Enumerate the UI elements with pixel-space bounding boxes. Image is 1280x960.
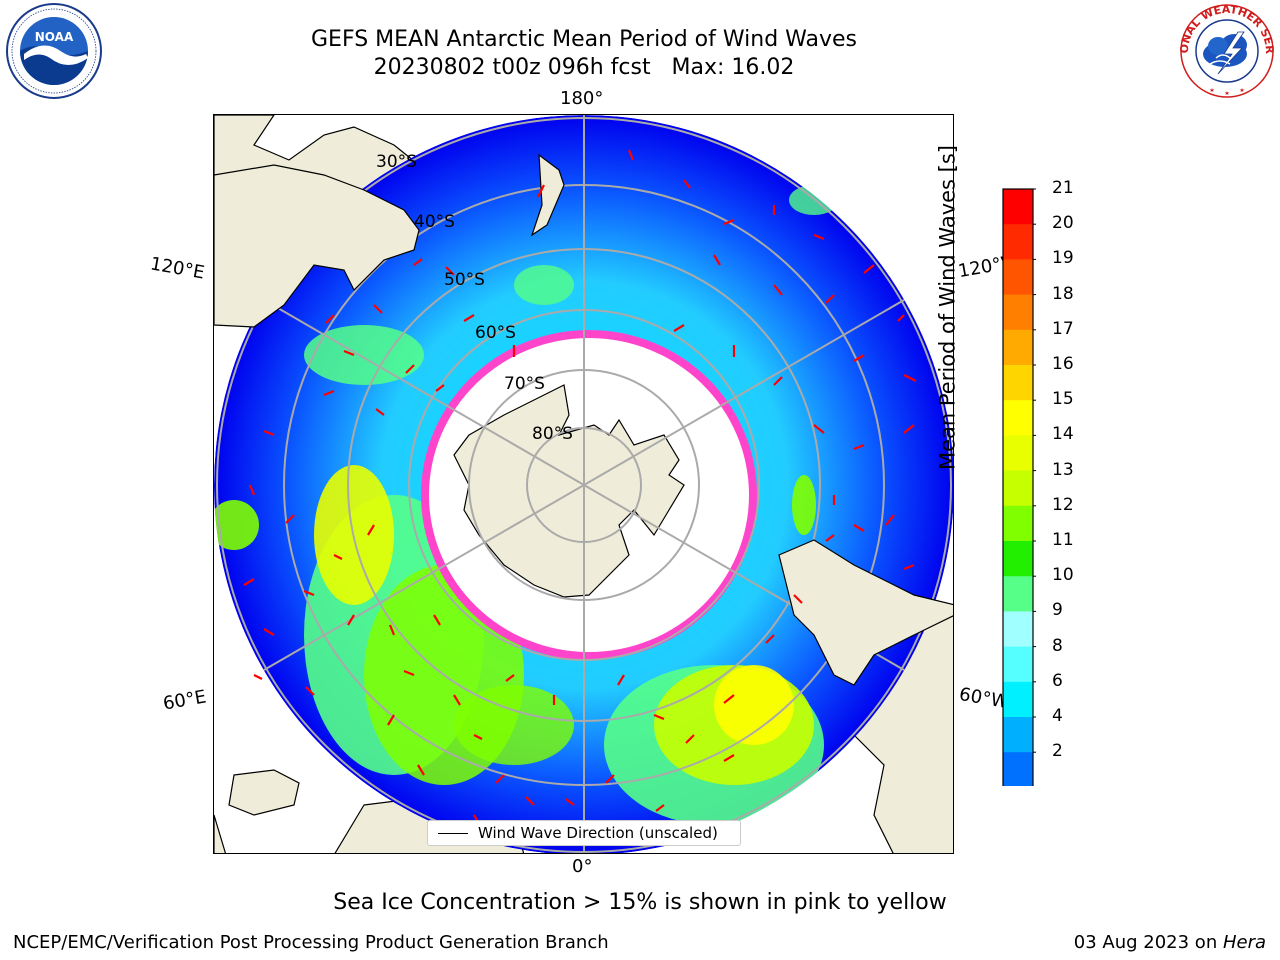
antarctica [453, 384, 685, 598]
colorbar-label: Mean Period of Wind Waves [s] [935, 145, 960, 470]
lat-label-60s: 60°S [475, 323, 516, 343]
nws-logo: NATIONAL WEATHER SERVICE [1176, 2, 1276, 98]
legend-line-swatch [438, 833, 468, 834]
credit-left: NCEP/EMC/Verification Post Processing Pr… [13, 932, 609, 953]
colorbar-segment [1003, 752, 1033, 786]
polar-map [214, 115, 953, 853]
noaa-logo-text: NOAA [35, 30, 74, 44]
noaa-logo: NOAA [6, 3, 102, 99]
wind-wave-arrows [243, 149, 917, 826]
colorbar-tick-label: 8 [1052, 635, 1063, 656]
credit-date: 03 Aug 2023 on [1073, 932, 1223, 953]
colorbar-segment [1003, 470, 1033, 507]
colorbar-tick-label: 18 [1052, 283, 1074, 304]
chart-subtitle: 20230802 t00z 096h fcst Max: 16.02 [373, 55, 795, 80]
colorbar-segment [1003, 189, 1033, 225]
colorbar-segment [1003, 224, 1033, 260]
colorbar-tick-label: 11 [1052, 530, 1074, 550]
colorbar-segment [1003, 294, 1033, 331]
colorbar-tick-label: 10 [1052, 565, 1074, 586]
colorbar-segment [1003, 400, 1033, 436]
colorbar-tick-label: 12 [1052, 494, 1074, 515]
colorbar-tick-label: 20 [1052, 213, 1074, 234]
colorbar-segment [1003, 681, 1033, 718]
colorbar-tick-label: 17 [1052, 318, 1074, 339]
colorbar-tick-label: 2 [1052, 741, 1063, 762]
colorbar-tick-label: 21 [1052, 178, 1074, 198]
colorbar-tick-label: 6 [1052, 670, 1063, 691]
legend-label: Wind Wave Direction (unscaled) [478, 824, 718, 842]
colorbar [1002, 188, 1036, 786]
colorbar-outline [1002, 188, 1034, 786]
lon-label-60e: 60°E [161, 686, 208, 715]
colorbar-segment [1003, 259, 1033, 296]
colorbar-tick-label: 15 [1052, 389, 1074, 410]
credit-machine: Hera [1222, 932, 1266, 953]
colorbar-segment [1003, 646, 1033, 683]
colorbar-segment [1003, 365, 1033, 401]
lat-label-30s: 30°S [376, 152, 417, 172]
continents [214, 153, 953, 686]
chart-title: GEFS MEAN Antarctic Mean Period of Wind … [311, 27, 857, 52]
colorbar-segment [1003, 505, 1033, 542]
colorbar-segment [1003, 329, 1033, 366]
lat-label-70s: 70°S [504, 374, 545, 394]
colorbar-segment [1003, 576, 1033, 612]
footnote: Sea Ice Concentration > 15% is shown in … [333, 890, 947, 915]
colorbar-tick-label: 9 [1052, 600, 1063, 621]
colorbar-tick-label: 19 [1052, 248, 1074, 269]
lon-label-180: 180° [560, 88, 604, 109]
colorbar-segment [1003, 541, 1033, 577]
colorbar-tick-label: 4 [1052, 706, 1063, 726]
colorbar-tick-label: 16 [1052, 354, 1074, 374]
colorbar-segment [1003, 611, 1033, 648]
map-panel: Wind Wave Direction (unscaled) [213, 114, 954, 854]
map-legend: Wind Wave Direction (unscaled) [427, 820, 741, 846]
colorbar-tick-label: 13 [1052, 459, 1074, 480]
colorbar-tick-label: 14 [1052, 424, 1074, 445]
lat-label-50s: 50°S [444, 270, 485, 290]
lon-label-0: 0° [572, 856, 593, 877]
lat-label-80s: 80°S [532, 424, 573, 444]
credit-right: 03 Aug 2023 on Hera [1074, 932, 1266, 953]
lon-label-120e: 120°E [148, 253, 207, 284]
lat-label-40s: 40°S [414, 212, 455, 232]
colorbar-segment [1003, 717, 1033, 753]
colorbar-segment [1003, 435, 1033, 472]
